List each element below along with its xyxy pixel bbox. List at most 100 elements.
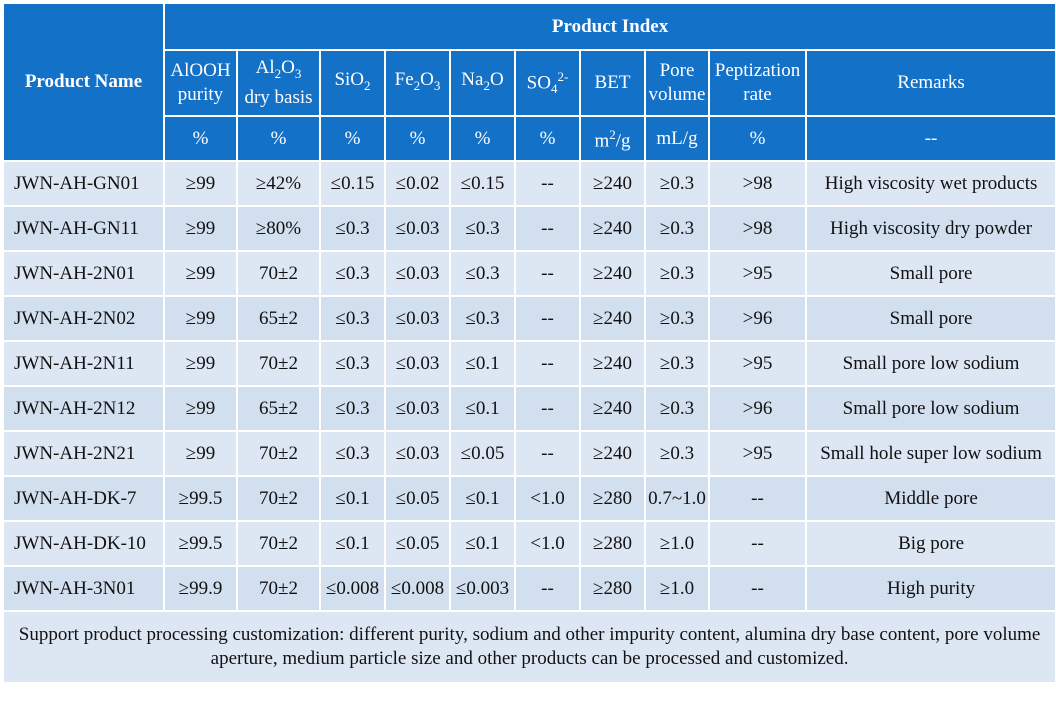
col-header-remarks: Remarks bbox=[804, 49, 1056, 117]
table-cell: 0.7~1.0 bbox=[644, 475, 710, 522]
table-cell: ≤0.03 bbox=[384, 250, 451, 297]
remarks-cell: Small hole super low sodium bbox=[804, 430, 1056, 477]
table-row: JWN-AH-2N02 ≥99 65±2 ≤0.3 ≤0.03 ≤0.3 -- ≥240 ≥0.… bbox=[2, 295, 1056, 342]
col-header-bet: BET bbox=[579, 49, 646, 117]
table-cell: >96 bbox=[708, 295, 807, 342]
product-name-cell: JWN-AH-DK-7 bbox=[2, 475, 165, 522]
table-row: JWN-AH-DK-10 ≥99.5 70±2 ≤0.1 ≤0.05 ≤0.1 <1.0 ≥2… bbox=[2, 520, 1056, 567]
table-cell: ≤0.008 bbox=[384, 565, 451, 612]
table-cell: >95 bbox=[708, 340, 807, 387]
col-header-fe2o3: Fe2O3 bbox=[384, 49, 451, 117]
table-cell: ≥0.3 bbox=[644, 295, 710, 342]
table-cell: ≤0.008 bbox=[319, 565, 386, 612]
remarks-cell: High viscosity wet products bbox=[804, 160, 1056, 207]
table-cell: ≥99.5 bbox=[163, 475, 238, 522]
table-cell: ≤0.3 bbox=[319, 385, 386, 432]
product-name-cell: JWN-AH-2N11 bbox=[2, 340, 165, 387]
product-name-cell: JWN-AH-2N21 bbox=[2, 430, 165, 477]
col-header-pore-volume: Pore volume bbox=[644, 49, 710, 117]
table-row: JWN-AH-DK-7 ≥99.5 70±2 ≤0.1 ≤0.05 ≤0.1 <1.0 ≥28… bbox=[2, 475, 1056, 522]
table-cell: ≤0.3 bbox=[319, 430, 386, 477]
table-cell: ≤0.03 bbox=[384, 205, 451, 252]
table-cell: ≥99 bbox=[163, 340, 238, 387]
table-cell: ≥99 bbox=[163, 385, 238, 432]
table-cell: ≥1.0 bbox=[644, 565, 710, 612]
table-cell: 70±2 bbox=[236, 250, 321, 297]
product-name-cell: JWN-AH-DK-10 bbox=[2, 520, 165, 567]
col-header-so4: SO42- bbox=[514, 49, 581, 117]
table-cell: >98 bbox=[708, 205, 807, 252]
table-cell: ≤0.3 bbox=[319, 250, 386, 297]
table-cell: 70±2 bbox=[236, 565, 321, 612]
table-cell: ≤0.1 bbox=[449, 385, 516, 432]
table-cell: -- bbox=[708, 475, 807, 522]
remarks-cell: Middle pore bbox=[804, 475, 1056, 522]
unit-cell: % bbox=[236, 115, 321, 162]
product-name-cell: JWN-AH-GN01 bbox=[2, 160, 165, 207]
table-cell: -- bbox=[514, 205, 581, 252]
table-cell: ≤0.1 bbox=[449, 475, 516, 522]
table-cell: 65±2 bbox=[236, 295, 321, 342]
table-cell: ≥0.3 bbox=[644, 205, 710, 252]
table-cell: ≤0.03 bbox=[384, 430, 451, 477]
table-cell: ≥99 bbox=[163, 430, 238, 477]
remarks-cell: Small pore low sodium bbox=[804, 385, 1056, 432]
col-header-na2o: Na2O bbox=[449, 49, 516, 117]
table-cell: ≤0.3 bbox=[449, 295, 516, 342]
product-name-cell: JWN-AH-2N02 bbox=[2, 295, 165, 342]
table-cell: ≤0.05 bbox=[384, 520, 451, 567]
table-cell: ≥99 bbox=[163, 295, 238, 342]
remarks-cell: High viscosity dry powder bbox=[804, 205, 1056, 252]
table-cell: ≥240 bbox=[579, 160, 646, 207]
table-cell: ≤0.15 bbox=[319, 160, 386, 207]
table-cell: -- bbox=[514, 295, 581, 342]
table-row: JWN-AH-3N01 ≥99.9 70±2 ≤0.008 ≤0.008 ≤0.003 --… bbox=[2, 565, 1056, 612]
table-cell: ≥0.3 bbox=[644, 340, 710, 387]
table-cell: 70±2 bbox=[236, 475, 321, 522]
table-cell: ≥99 bbox=[163, 205, 238, 252]
unit-cell: % bbox=[514, 115, 581, 162]
remarks-cell: Small pore low sodium bbox=[804, 340, 1056, 387]
product-name-cell: JWN-AH-3N01 bbox=[2, 565, 165, 612]
table-cell: ≤0.1 bbox=[449, 340, 516, 387]
table-cell: ≤0.3 bbox=[319, 340, 386, 387]
unit-cell: % bbox=[384, 115, 451, 162]
product-name-cell: JWN-AH-2N01 bbox=[2, 250, 165, 297]
table-cell: -- bbox=[514, 160, 581, 207]
table-cell: ≤0.05 bbox=[384, 475, 451, 522]
remarks-cell: High purity bbox=[804, 565, 1056, 612]
table-cell: <1.0 bbox=[514, 520, 581, 567]
table-cell: ≤0.1 bbox=[319, 475, 386, 522]
table-cell: ≤0.3 bbox=[449, 250, 516, 297]
remarks-cell: Big pore bbox=[804, 520, 1056, 567]
table-cell: ≥99 bbox=[163, 250, 238, 297]
unit-cell: % bbox=[163, 115, 238, 162]
table-cell: -- bbox=[708, 520, 807, 567]
remarks-cell: Small pore bbox=[804, 250, 1056, 297]
table-cell: >95 bbox=[708, 430, 807, 477]
table-row: JWN-AH-GN01 ≥99 ≥42% ≤0.15 ≤0.02 ≤0.15 -- ≥240 ≥… bbox=[2, 160, 1056, 207]
table-cell: ≤0.03 bbox=[384, 295, 451, 342]
table-cell: ≥99.9 bbox=[163, 565, 238, 612]
table-row: JWN-AH-2N21 ≥99 70±2 ≤0.3 ≤0.03 ≤0.05 -- ≥240 ≥0… bbox=[2, 430, 1056, 477]
table-cell: ≤0.05 bbox=[449, 430, 516, 477]
table-cell: -- bbox=[514, 430, 581, 477]
col-header-peptization-rate: Peptization rate bbox=[708, 49, 807, 117]
table-cell: ≥1.0 bbox=[644, 520, 710, 567]
table-cell: ≤0.02 bbox=[384, 160, 451, 207]
table-cell: ≥99 bbox=[163, 160, 238, 207]
table-cell: ≥0.3 bbox=[644, 385, 710, 432]
table-cell: -- bbox=[514, 565, 581, 612]
table-row: JWN-AH-2N01 ≥99 70±2 ≤0.3 ≤0.03 ≤0.3 -- ≥240 ≥0.… bbox=[2, 250, 1056, 297]
table-cell: ≥80% bbox=[236, 205, 321, 252]
product-index-header: Product Index bbox=[162, 2, 1056, 51]
table-cell: ≥0.3 bbox=[644, 430, 710, 477]
product-name-header: Product Name bbox=[2, 2, 165, 162]
table-cell: ≥240 bbox=[579, 205, 646, 252]
table-cell: 70±2 bbox=[236, 430, 321, 477]
table-cell: ≤0.15 bbox=[449, 160, 516, 207]
col-header-alooh-purity: AlOOH purity bbox=[163, 49, 238, 117]
table-cell: 70±2 bbox=[236, 520, 321, 567]
table-cell: ≤0.3 bbox=[319, 295, 386, 342]
table-row: JWN-AH-2N11 ≥99 70±2 ≤0.3 ≤0.03 ≤0.1 -- ≥240 ≥0.… bbox=[2, 340, 1056, 387]
